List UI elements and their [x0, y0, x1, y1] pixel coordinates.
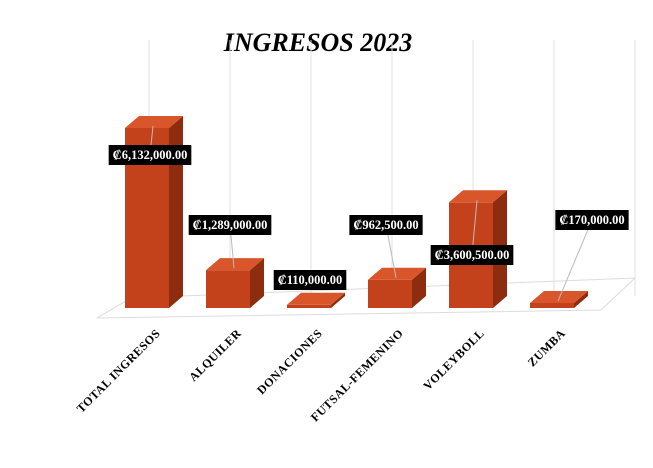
chart-title: INGRESOS 2023	[223, 28, 413, 57]
bar-top	[368, 267, 426, 280]
bar	[530, 291, 588, 308]
leader-line	[557, 219, 593, 302]
bar-side	[574, 291, 588, 308]
bar-front	[530, 303, 574, 308]
data-label-box	[188, 215, 272, 235]
bar-top	[530, 291, 588, 304]
bar	[206, 258, 264, 308]
bar-side	[412, 267, 426, 308]
bar-top	[206, 258, 264, 271]
bar-top	[287, 292, 345, 305]
bar-side	[250, 258, 264, 308]
data-label: ₡962,500.00	[353, 218, 418, 232]
bar-top	[125, 116, 183, 128]
bar-side	[169, 116, 183, 308]
bar-front	[368, 279, 412, 308]
data-label: ₡6,132,000.00	[113, 148, 188, 162]
bar-side	[331, 292, 345, 308]
bar	[287, 292, 345, 308]
floor	[95, 277, 637, 319]
bar	[368, 267, 426, 308]
bar-top	[449, 190, 507, 203]
data-label: ₡1,289,000.00	[193, 218, 268, 232]
data-label-box	[349, 215, 423, 235]
bar-front	[206, 270, 250, 308]
data-label-box	[108, 145, 192, 165]
data-label: ₡110,000.00	[278, 273, 343, 287]
data-label-box	[273, 270, 347, 290]
data-label: ₡170,000.00	[559, 213, 624, 227]
bar	[125, 116, 183, 308]
data-label-box	[555, 210, 629, 230]
bar-front	[287, 304, 331, 308]
data-label: ₡3,600,500.00	[435, 248, 510, 262]
data-label-box	[430, 245, 514, 265]
